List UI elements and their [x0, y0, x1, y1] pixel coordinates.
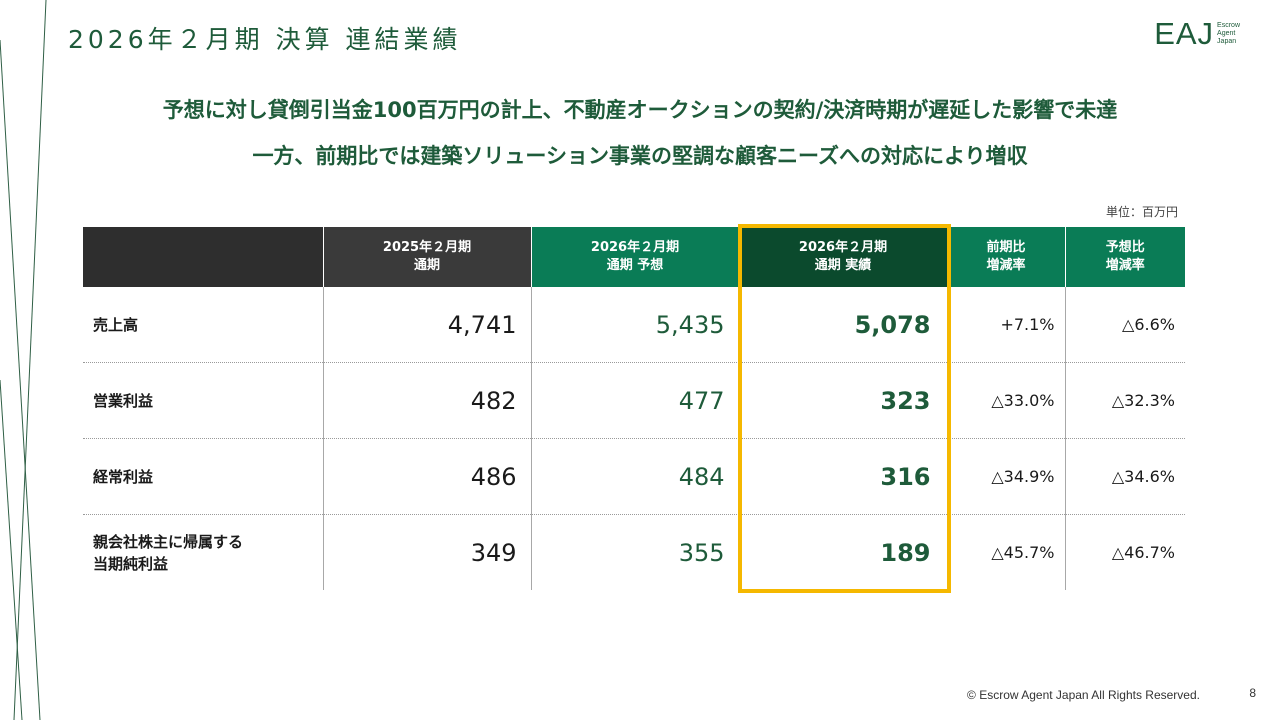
cell-forecast: 355 — [531, 514, 740, 590]
header-fy2026-actual: 2026年２月期 通期 実績 — [739, 227, 948, 287]
cell-vs-forecast: △6.6% — [1065, 287, 1185, 363]
copyright-footer: © Escrow Agent Japan All Rights Reserved… — [967, 688, 1200, 702]
cell-fy2025: 482 — [323, 362, 532, 439]
headline-line-2: 一方、前期比では建築ソリューション事業の堅調な顧客ニーズへの対応により増収 — [252, 144, 1028, 168]
cell-actual: 323 — [739, 362, 948, 439]
header-label-column — [83, 227, 324, 287]
headline-line-1: 予想に対し貸倒引当金100百万円の計上、不動産オークションの契約/決済時期が遅延… — [162, 98, 1118, 122]
row-label: 経常利益 — [83, 438, 324, 515]
cell-forecast: 484 — [531, 438, 740, 515]
row-label: 親会社株主に帰属する 当期純利益 — [83, 514, 324, 590]
table-row: 営業利益 482 477 323 △33.0% △32.3% — [83, 362, 1185, 439]
cell-vs-forecast: △46.7% — [1111, 543, 1175, 562]
decorative-lines — [0, 0, 47, 720]
header-fy2026-forecast: 2026年２月期 通期 予想 — [531, 227, 740, 287]
header-vs-forecast-change: 予想比 増減率 — [1065, 227, 1185, 287]
cell-actual: 316 — [739, 438, 948, 515]
cell-yoy: △33.0% — [947, 362, 1066, 439]
cell-yoy: △45.7% — [947, 514, 1066, 590]
results-table: 2025年２月期 通期 2026年２月期 通期 予想 2026年２月期 通期 実績 前… — [83, 227, 1185, 590]
cell-fy2025: 486 — [323, 438, 532, 515]
cell-yoy: △34.9% — [947, 438, 1066, 515]
table-row: 経常利益 486 484 316 △34.9% △34.6% — [83, 438, 1185, 515]
cell-forecast: 5,435 — [531, 287, 740, 363]
table-row: 売上高 4,741 5,435 5,078 +7.1% △6.6% — [83, 287, 1185, 363]
company-logo: EAJ Escrow Agent Japan — [1154, 16, 1240, 52]
logo-mark: EAJ — [1154, 16, 1215, 51]
cell-forecast: 477 — [531, 362, 740, 439]
cell-actual: 189 — [739, 514, 948, 590]
cell-yoy: +7.1% — [947, 287, 1066, 363]
cell-fy2025: 349 — [323, 514, 532, 590]
page-number: 8 — [1249, 686, 1256, 700]
cell-fy2025: 4,741 — [323, 287, 532, 363]
header-fy2025: 2025年２月期 通期 — [323, 227, 532, 287]
logo-subtext: Escrow Agent Japan — [1217, 22, 1240, 45]
table-header-row: 2025年２月期 通期 2026年２月期 通期 予想 2026年２月期 通期 実績 前… — [83, 227, 1185, 287]
header-yoy-change: 前期比 増減率 — [947, 227, 1066, 287]
table-row: 親会社株主に帰属する 当期純利益 349 355 189 △45.7% △46.7… — [83, 514, 1185, 590]
cell-vs-forecast: △34.6% — [1065, 438, 1185, 515]
cell-vs-forecast: △32.3% — [1065, 362, 1185, 439]
row-label: 売上高 — [83, 287, 324, 363]
unit-label: 単位：百万円 — [1105, 205, 1178, 219]
page-title: 2026年２月期 決算 連結業績 — [68, 25, 462, 54]
cell-actual: 5,078 — [739, 287, 948, 363]
row-label: 営業利益 — [83, 362, 324, 439]
